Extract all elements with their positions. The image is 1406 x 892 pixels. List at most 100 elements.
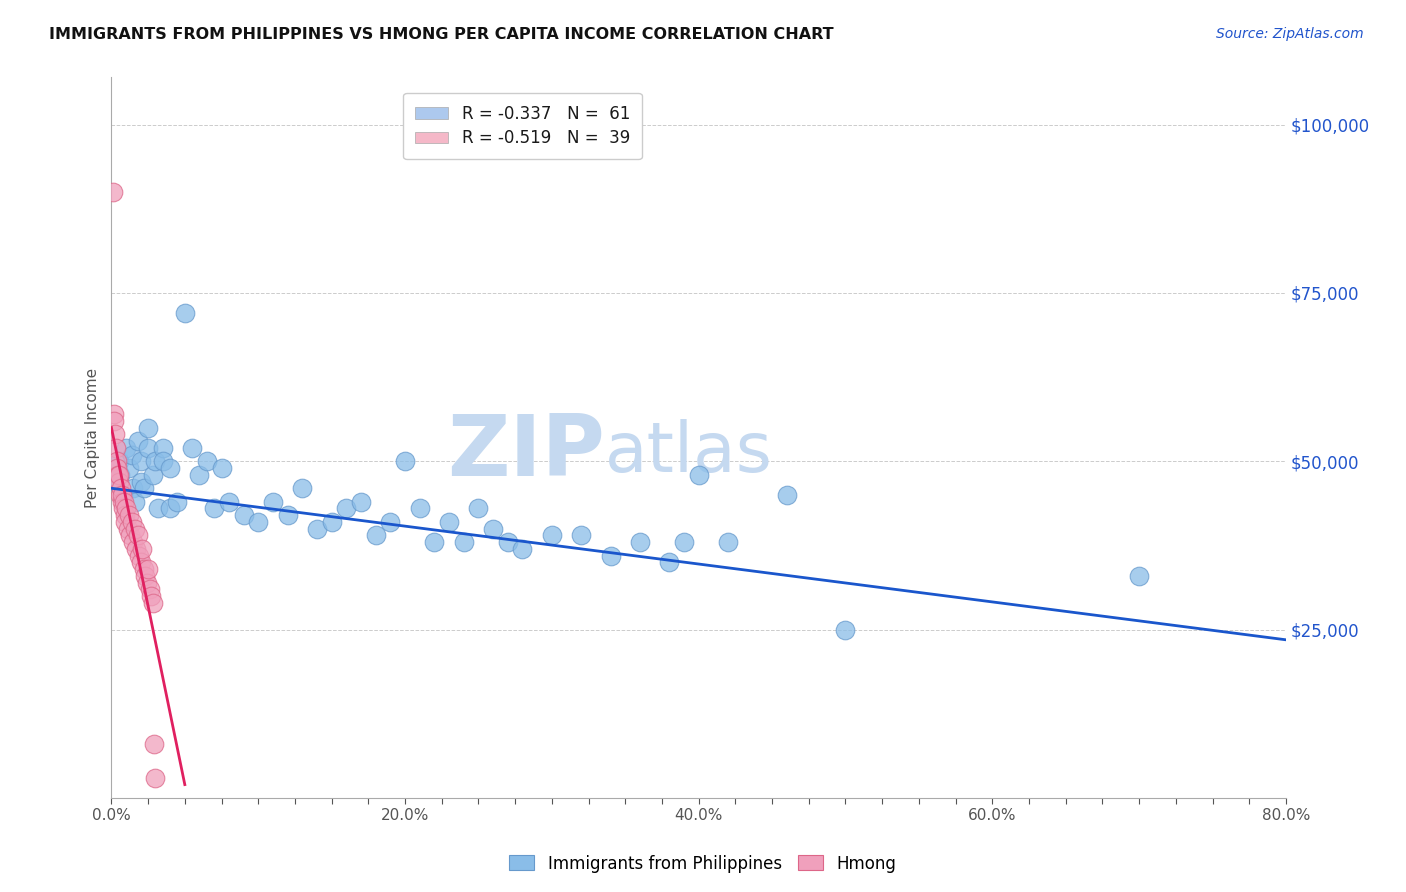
Point: [364, 528, 387, 542]
Point: [124, 522, 146, 536]
Point: [540, 528, 562, 542]
Point: [834, 623, 856, 637]
Point: [202, 501, 225, 516]
Point: [717, 535, 740, 549]
Point: [211, 461, 233, 475]
Point: [262, 494, 284, 508]
Point: [110, 467, 132, 482]
Point: [132, 562, 155, 576]
Point: [135, 575, 157, 590]
Text: atlas: atlas: [605, 418, 772, 485]
Point: [115, 501, 138, 516]
Point: [569, 528, 592, 542]
Point: [131, 541, 153, 556]
Point: [145, 771, 167, 785]
Point: [132, 481, 155, 495]
Point: [173, 306, 195, 320]
Point: [181, 441, 204, 455]
Point: [105, 461, 128, 475]
Point: [125, 541, 148, 556]
Point: [114, 508, 136, 523]
Point: [127, 528, 149, 542]
Point: [437, 515, 460, 529]
Point: [628, 535, 651, 549]
Point: [188, 467, 211, 482]
Point: [136, 420, 159, 434]
Point: [380, 515, 402, 529]
Point: [467, 501, 489, 516]
Point: [120, 528, 142, 542]
Point: [103, 414, 125, 428]
Point: [115, 441, 138, 455]
Point: [159, 501, 181, 516]
Point: [152, 441, 174, 455]
Point: [111, 494, 134, 508]
Point: [218, 494, 240, 508]
Legend: Immigrants from Philippines, Hmong: Immigrants from Philippines, Hmong: [503, 848, 903, 880]
Point: [291, 481, 314, 495]
Text: ZIP: ZIP: [447, 410, 605, 493]
Point: [512, 541, 534, 556]
Point: [118, 508, 141, 523]
Point: [117, 522, 139, 536]
Point: [118, 461, 141, 475]
Point: [101, 185, 124, 199]
Point: [128, 549, 150, 563]
Point: [321, 515, 343, 529]
Point: [136, 441, 159, 455]
Point: [672, 535, 695, 549]
Point: [159, 461, 181, 475]
Point: [139, 589, 162, 603]
Point: [105, 454, 128, 468]
Point: [104, 475, 127, 489]
Point: [107, 454, 129, 468]
Point: [121, 448, 143, 462]
Point: [482, 522, 505, 536]
Point: [335, 501, 357, 516]
Point: [599, 549, 621, 563]
Point: [112, 488, 135, 502]
Point: [104, 427, 127, 442]
Point: [141, 467, 163, 482]
Point: [195, 454, 218, 468]
Point: [143, 737, 166, 751]
Point: [127, 434, 149, 449]
Point: [394, 454, 416, 468]
Point: [129, 454, 152, 468]
Point: [122, 481, 145, 495]
Point: [129, 555, 152, 569]
Point: [138, 582, 160, 597]
Text: IMMIGRANTS FROM PHILIPPINES VS HMONG PER CAPITA INCOME CORRELATION CHART: IMMIGRANTS FROM PHILIPPINES VS HMONG PER…: [49, 27, 834, 42]
Point: [453, 535, 475, 549]
Y-axis label: Per Capita Income: Per Capita Income: [86, 368, 100, 508]
Point: [277, 508, 299, 523]
Point: [152, 454, 174, 468]
Point: [111, 488, 134, 502]
Point: [141, 596, 163, 610]
Point: [112, 501, 135, 516]
Point: [107, 467, 129, 482]
Point: [110, 481, 132, 495]
Point: [136, 562, 159, 576]
Point: [124, 494, 146, 508]
Point: [145, 454, 167, 468]
Point: [107, 475, 129, 489]
Point: [423, 535, 446, 549]
Text: Source: ZipAtlas.com: Source: ZipAtlas.com: [1216, 27, 1364, 41]
Point: [148, 501, 170, 516]
Point: [112, 494, 135, 508]
Point: [350, 494, 373, 508]
Point: [121, 515, 143, 529]
Point: [134, 569, 156, 583]
Point: [166, 494, 188, 508]
Point: [658, 555, 681, 569]
Point: [247, 515, 270, 529]
Point: [776, 488, 799, 502]
Point: [1128, 569, 1150, 583]
Point: [114, 515, 136, 529]
Point: [688, 467, 710, 482]
Point: [129, 475, 152, 489]
Point: [305, 522, 328, 536]
Point: [103, 407, 125, 421]
Point: [232, 508, 254, 523]
